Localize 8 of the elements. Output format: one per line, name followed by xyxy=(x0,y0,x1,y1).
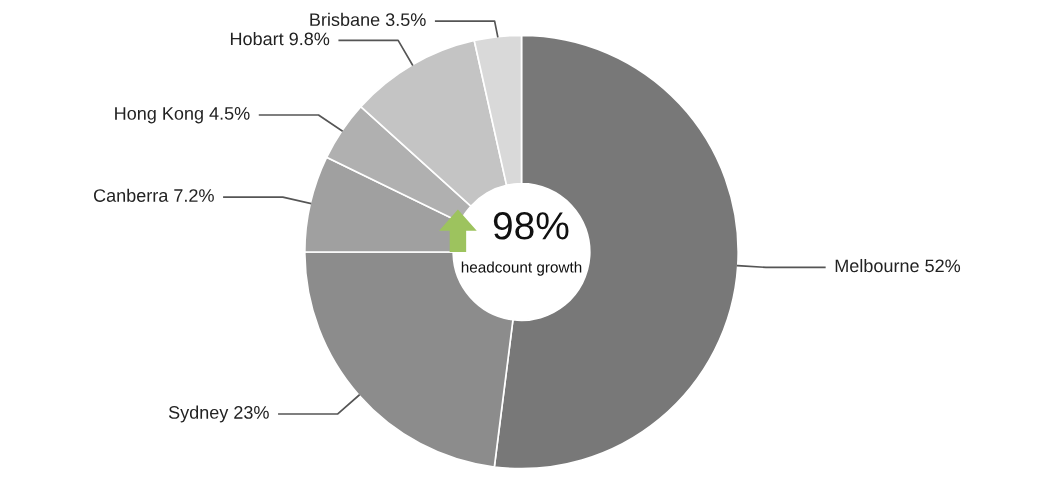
slice-label: Hobart 9.8% xyxy=(230,31,330,46)
text: headcount growth xyxy=(461,261,582,276)
slice-label: Hong Kong 4.5% xyxy=(115,107,250,124)
slice-label: Melbourne 52% xyxy=(835,258,961,273)
slice-label: Brisbane 3.5% xyxy=(310,12,426,27)
slice-label: Sydney 23% xyxy=(168,405,269,423)
text: 98% xyxy=(493,212,569,240)
slice-label: Canberra 7.2% xyxy=(93,188,214,202)
